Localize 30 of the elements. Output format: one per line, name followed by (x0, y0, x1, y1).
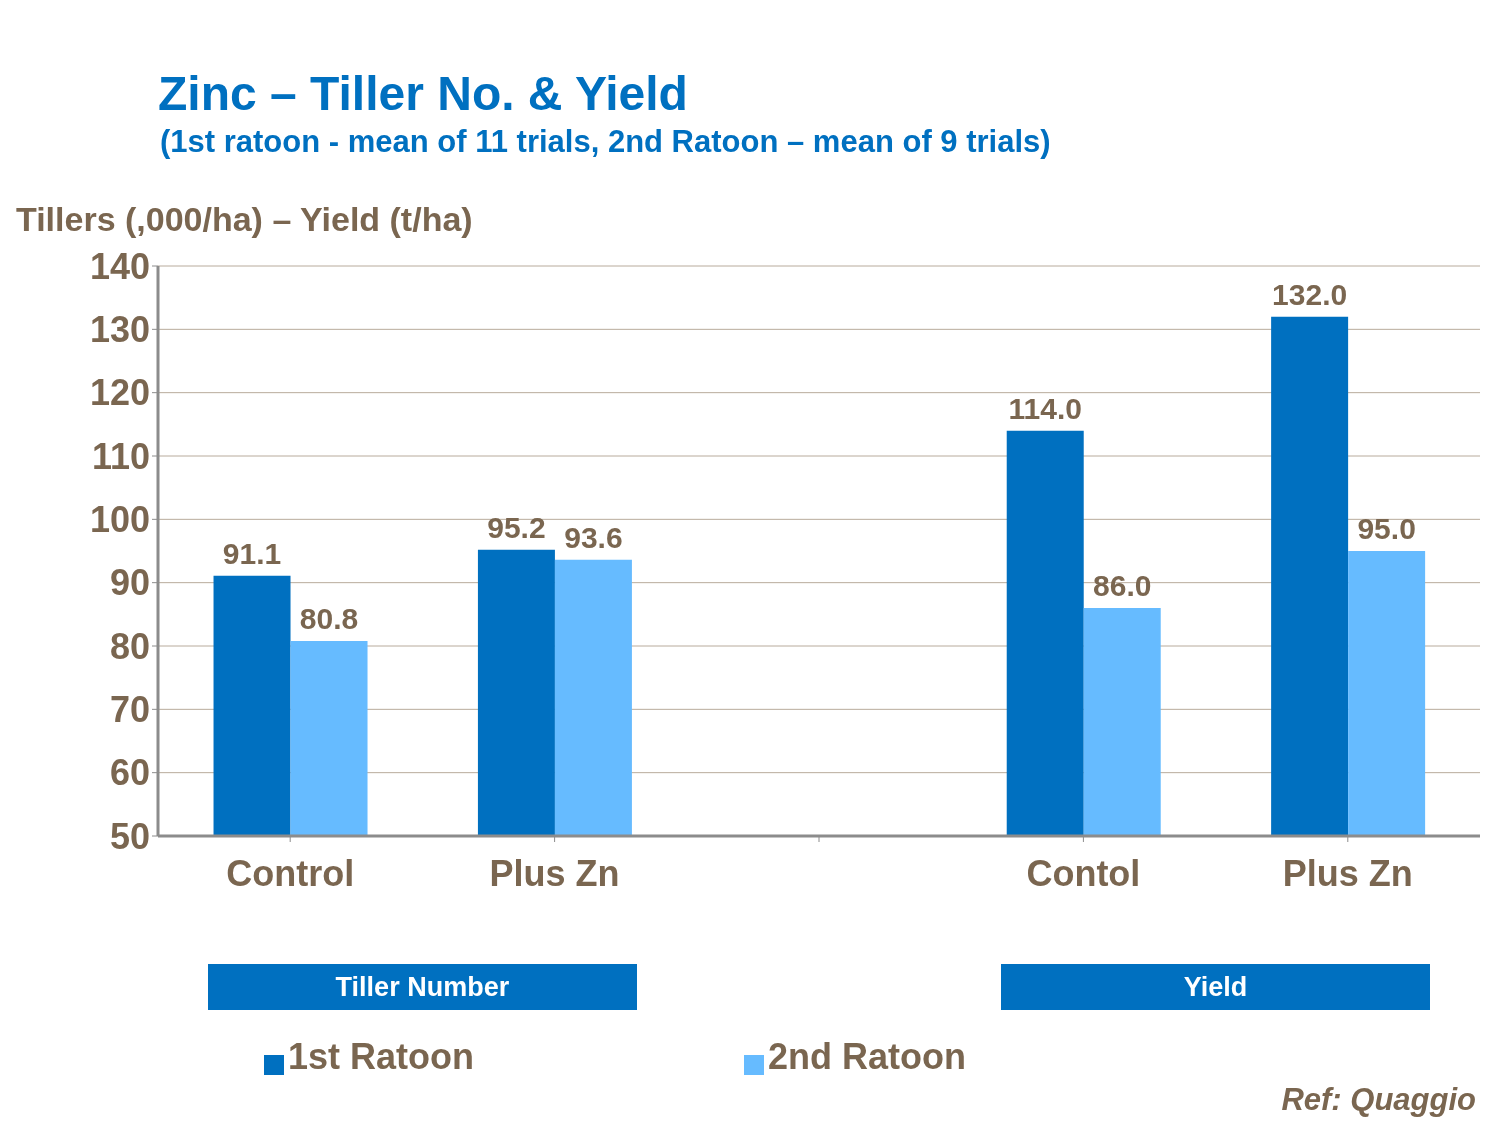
data-label: 91.1 (222, 536, 282, 570)
data-label: 95.0 (1357, 512, 1416, 545)
data-label: 93.6 (564, 520, 623, 554)
data-label: 132.0 (1272, 277, 1348, 311)
y-tick-label: 50 (109, 815, 150, 857)
y-tick-label: 140 (89, 245, 150, 287)
x-tick-label: Contol (1026, 852, 1141, 894)
y-tick-label: 90 (109, 562, 150, 604)
y-tick-label: 110 (91, 435, 150, 477)
x-tick-label: Plus Zn (1282, 852, 1413, 894)
chart-subtitle: (1st ratoon - mean of 11 trials, 2nd Ratoon – mean of 9 trials) (160, 124, 1051, 160)
text: Tiller Number (208, 964, 637, 1010)
legend-label: 1st Ratoon (288, 1036, 475, 1077)
y-tick-label: 120 (89, 372, 150, 414)
data-label: 80.8 (299, 601, 359, 635)
y-tick-label: 80 (109, 625, 150, 667)
y-tick-label: 130 (89, 309, 150, 351)
y-axis-title: Tillers (,000/ha) – Yield (t/ha) (16, 200, 473, 239)
x-tick-label: Control (226, 852, 355, 894)
y-tick-label: 100 (89, 499, 150, 541)
data-label: 114.0 (1008, 391, 1082, 425)
text: Ref: Quaggio (1281, 1082, 1476, 1118)
data-label: 86.0 (1093, 569, 1152, 602)
chart-title: Zinc – Tiller No. & Yield (158, 66, 688, 121)
legend-label: 2nd Ratoon (768, 1036, 966, 1077)
y-tick-label: 70 (109, 689, 150, 731)
data-label: 95.2 (487, 510, 546, 544)
x-tick-label: Plus Zn (489, 852, 620, 894)
y-tick-label: 60 (109, 752, 150, 794)
text: Yield (1001, 964, 1430, 1010)
